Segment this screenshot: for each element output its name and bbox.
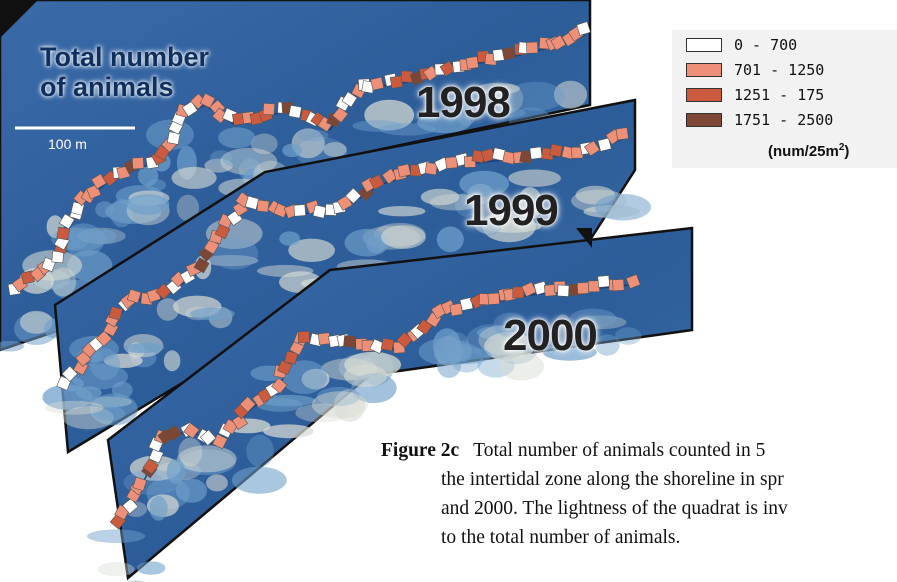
quadrat-marker (526, 41, 539, 54)
panel-2000 (87, 226, 694, 582)
quadrat-marker (549, 143, 563, 158)
corner-mark (576, 228, 592, 248)
quadrat-marker (576, 282, 590, 295)
quadrat-marker (231, 413, 248, 430)
legend-item: 0 - 700 (686, 36, 797, 54)
quadrat-marker (449, 302, 463, 317)
quadrat-marker (550, 34, 567, 51)
quadrat-marker (396, 331, 413, 349)
quadrat-marker (132, 476, 148, 492)
quadrat-marker (445, 156, 458, 170)
quadrat-marker (181, 100, 198, 117)
scale-label: 100 m (48, 136, 87, 152)
legend-swatch (686, 38, 722, 52)
quadrat-marker (521, 281, 537, 298)
quadrat-marker (312, 204, 327, 219)
legend: 0 - 700 701 - 1250 1251 - 175 1751 - 250… (672, 30, 897, 168)
caption-label: Figure 2c (381, 440, 460, 461)
quadrat-marker (297, 330, 310, 344)
quadrat-marker (345, 187, 362, 204)
legend-range: 701 - 1250 (734, 61, 825, 79)
quadrat-marker (397, 163, 412, 178)
quadrat-marker (239, 396, 256, 413)
figure-caption: Figure 2c Total number of animals counted… (381, 436, 897, 552)
quadrat-marker (122, 497, 139, 515)
quadrat-marker (341, 91, 358, 108)
legend-swatch (686, 63, 722, 77)
quadrat-marker (166, 424, 183, 441)
year-label-1998: 1998 (416, 78, 511, 127)
quadrat-marker (271, 377, 288, 394)
quadrat-marker (487, 292, 500, 305)
legend-range: 0 - 700 (734, 36, 798, 54)
quadrat-marker (529, 146, 543, 160)
quadrat-marker (370, 76, 385, 91)
quadrat-marker (587, 280, 600, 293)
quadrat-marker (212, 433, 228, 450)
legend-range: 1751 - 2500 (734, 111, 834, 129)
quadrat-marker (131, 156, 145, 170)
quadrat-marker (576, 21, 591, 36)
quadrat-marker (439, 60, 456, 77)
quadrat-marker (256, 199, 270, 213)
quadrat-marker (584, 140, 601, 157)
quadrat-marker (512, 286, 525, 299)
quadrat-marker (293, 204, 306, 217)
legend-unit: (num/25m2) (768, 142, 850, 160)
quadrat-marker (597, 137, 612, 152)
legend-swatch (686, 113, 722, 127)
legend-item: 1751 - 2500 (686, 111, 833, 129)
legend-item: 1251 - 175 (686, 86, 824, 104)
corner-mark (0, 0, 38, 38)
quadrat-marker (142, 458, 159, 475)
quadrat-marker (108, 306, 123, 321)
quadrat-marker (199, 92, 216, 109)
quadrat-marker (615, 127, 629, 141)
quadrat-marker (380, 337, 395, 352)
legend-swatch (686, 88, 722, 102)
quadrat-marker (183, 422, 200, 439)
quadrat-marker (557, 284, 570, 297)
quadrat-marker (612, 278, 625, 292)
quadrat-marker (199, 429, 217, 446)
panel-1999 (42, 98, 652, 455)
quadrat-marker (625, 273, 641, 289)
quadrat-marker (288, 104, 302, 119)
caption-line: the intertidal zone along the shoreline … (441, 469, 784, 490)
quadrat-marker (368, 174, 385, 190)
caption-line: Total number of animals counted in 5 (473, 440, 766, 461)
quadrat-marker (190, 93, 207, 110)
year-label-1999: 1999 (464, 186, 559, 235)
quadrat-marker (424, 162, 438, 176)
quadrat-marker (56, 226, 70, 241)
quadrat-marker (284, 350, 299, 365)
caption-line: and 2000. The lightness of the quadrat i… (441, 498, 788, 519)
quadrat-marker (95, 330, 113, 347)
quadrat-marker (193, 257, 210, 274)
quadrat-marker (343, 335, 356, 348)
quadrat-marker (465, 56, 479, 70)
caption-line: to the total number of animals. (441, 527, 681, 548)
quadrat-marker (126, 288, 142, 304)
quadrat-marker (262, 102, 276, 116)
legend-range: 1251 - 175 (734, 86, 825, 104)
quadrat-marker (501, 46, 516, 61)
quadrat-marker (597, 275, 611, 288)
legend-item: 701 - 1250 (686, 61, 824, 79)
map-title: Total number of animals (40, 42, 210, 102)
year-label-2000: 2000 (503, 311, 598, 360)
